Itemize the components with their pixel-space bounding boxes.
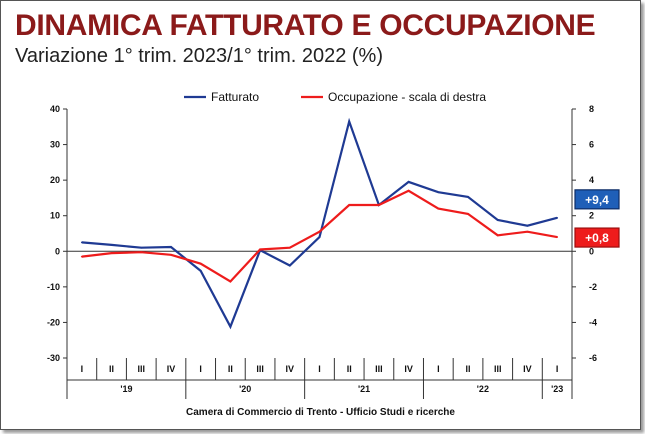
legend-label-occupazione: Occupazione - scala di destra [328,90,486,104]
occupazione-point [467,213,469,215]
legend-label-fatturato: Fatturato [211,90,259,104]
fatturato-point [229,325,232,328]
occupazione-point [556,236,559,238]
page-title: DINAMICA FATTURATO E OCCUPAZIONE [15,9,596,42]
right-tick-label: 2 [589,211,594,221]
fatturato-point [556,216,559,219]
quarter-label: I [437,364,440,374]
occupazione-point [288,246,291,249]
year-label: '20 [239,384,251,394]
quarter-label: I [81,364,84,374]
quarter-label: III [375,364,383,374]
occupazione-point [229,280,232,283]
right-tick-label: 0 [589,246,594,256]
fatturato-line [81,117,558,330]
left-tick-label: 40 [50,104,60,114]
left-tick-label: -30 [47,353,60,363]
occupazione-point [110,252,113,254]
quarter-label: I [199,364,202,374]
fatturato-point [110,243,113,246]
fatturato-point [407,181,410,183]
source-note: Camera di Commercio di Trento - Ufficio … [186,407,455,418]
occupazione-point [170,253,172,256]
callout-label-fatturato: +9,4 [585,193,609,207]
quarter-label: II [228,364,233,374]
quarter-label: III [138,364,146,374]
fatturato-point [348,120,351,123]
right-tick-label: 6 [589,140,594,150]
quarter-label: IV [523,364,532,374]
occupazione-point [199,262,202,265]
fatturato-point [170,246,172,248]
callout-label-occupazione: +0,8 [585,231,609,245]
fatturato-point [467,195,469,198]
fatturato-point [288,264,291,267]
year-label: '21 [358,384,370,394]
left-tick-label: 0 [55,246,60,256]
fatturato-point [496,219,499,221]
occupazione-point [437,207,440,210]
callout-occupazione [574,227,620,248]
left-tick-label: -20 [47,317,60,327]
left-tick-label: -10 [47,282,60,292]
quarter-label: I [318,364,321,374]
occupazione-point [259,248,261,251]
occupazione-point [526,230,529,233]
fatturato-point [526,224,529,227]
year-label: '19 [120,384,132,394]
occupazione-point [348,204,351,206]
quarter-label: I [556,364,559,374]
right-tick-label: -4 [589,317,597,327]
fatturato-point [80,241,83,244]
right-tick-label: 4 [589,175,594,185]
year-label: '23 [551,384,563,394]
quarter-label: IV [167,364,176,374]
page-subtitle: Variazione 1° trim. 2023/1° trim. 2022 (… [15,45,383,67]
callout-fatturato [574,189,620,210]
fatturato-point [199,269,202,272]
quarter-label: IV [286,364,295,374]
quarter-label: IV [404,364,413,374]
quarter-label: III [494,364,502,374]
quarter-label: III [256,364,264,374]
quarter-label: II [466,364,471,374]
left-tick-label: 30 [50,140,60,150]
right-tick-label: -2 [589,282,597,292]
right-tick-label: -6 [589,353,597,363]
fatturato-point [437,191,440,194]
left-tick-label: 20 [50,175,60,185]
occupazione-point [140,251,143,254]
fatturato-point [140,246,143,249]
occupazione-point [496,234,499,237]
quarter-label: II [109,364,114,374]
quarter-label: II [347,364,352,374]
year-label: '22 [477,384,489,394]
occupazione-point [407,189,410,192]
occupazione-point [378,204,380,206]
fatturato-point [318,236,321,238]
occupazione-point [80,255,83,258]
right-tick-label: 8 [589,104,594,114]
left-tick-label: 10 [50,211,60,221]
occupazione-point [318,230,321,233]
